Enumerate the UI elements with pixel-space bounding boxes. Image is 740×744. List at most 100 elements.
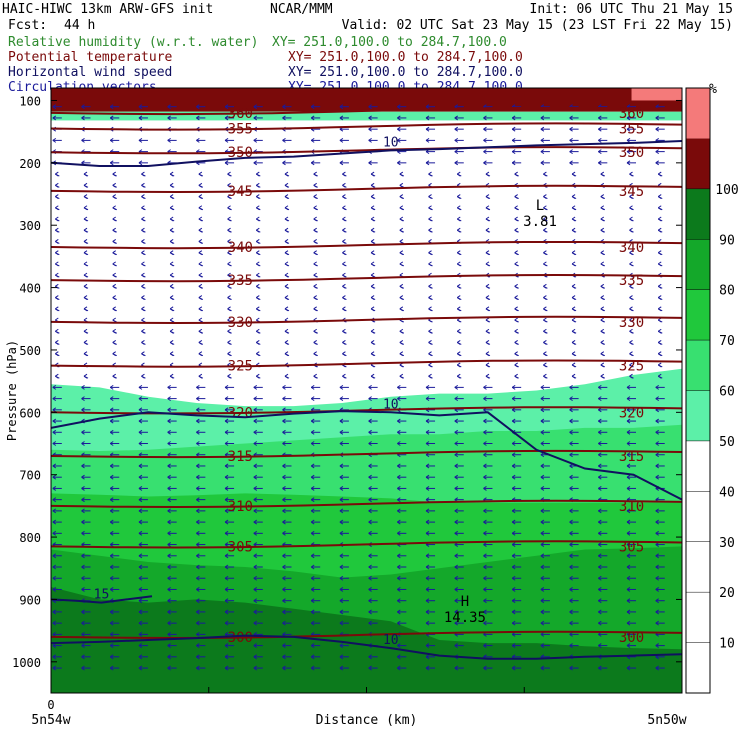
vector-head	[224, 643, 229, 649]
vector-head	[167, 530, 171, 536]
vector-head	[569, 508, 573, 514]
vector-head	[83, 171, 88, 177]
vector-head	[600, 171, 605, 177]
vector-head	[485, 250, 490, 256]
vector-head	[397, 508, 401, 514]
vector-head	[483, 137, 487, 143]
vector-head	[253, 553, 258, 559]
vector-head	[138, 598, 143, 604]
vector-head	[626, 519, 631, 525]
vector-head	[342, 306, 346, 312]
vector-head	[368, 587, 372, 592]
vector-head	[454, 149, 459, 155]
vector-head	[55, 272, 59, 278]
vector-head	[112, 216, 117, 222]
vector-head	[313, 171, 317, 177]
vector-head	[543, 283, 547, 289]
vector-head	[629, 306, 633, 312]
vector-head	[198, 227, 203, 233]
vector-head	[342, 272, 346, 278]
vector-head	[83, 306, 88, 312]
vector-head	[339, 587, 344, 592]
vector-head	[282, 665, 286, 671]
vector-head	[109, 396, 114, 402]
vector-head	[657, 362, 662, 368]
colorbar: 10 20 30 40 50 60 70 80 90 100%	[685, 82, 739, 694]
vector-head	[167, 474, 171, 480]
vector-head	[598, 474, 602, 480]
vector-head	[339, 384, 344, 390]
vector-head	[196, 519, 200, 525]
vector-head	[456, 351, 461, 357]
vector-head	[511, 598, 516, 604]
vector-head	[425, 564, 430, 570]
vector-head	[483, 115, 487, 121]
vector-head	[483, 441, 487, 446]
vector-head	[399, 227, 404, 233]
vector-head	[511, 542, 516, 547]
y-tick-label: 400	[19, 282, 41, 296]
vector-head	[540, 564, 545, 570]
vector-head	[310, 643, 315, 649]
vector-head	[109, 587, 114, 592]
vector-head	[167, 463, 171, 469]
vector-head	[256, 216, 260, 222]
vector-head	[540, 418, 545, 424]
vector-head	[81, 587, 85, 592]
vector-head	[52, 497, 57, 503]
vector-head	[428, 283, 432, 289]
vector-head	[284, 216, 289, 222]
vector-head	[397, 429, 401, 435]
vector-head	[511, 160, 516, 166]
vector-head	[454, 160, 459, 166]
vector-head	[598, 564, 602, 570]
vector-head	[428, 328, 432, 334]
vector-head	[253, 665, 258, 671]
vector-head	[284, 283, 289, 289]
vector-head	[655, 396, 660, 402]
vector-head	[167, 598, 171, 604]
rh-band-110	[631, 88, 682, 101]
vector-head	[600, 283, 605, 289]
vector-head	[167, 654, 171, 660]
vector-head	[167, 620, 171, 626]
vector-head	[253, 654, 258, 660]
vector-head	[543, 194, 547, 199]
vector-head	[657, 250, 662, 256]
vector-head	[310, 418, 315, 424]
vector-head	[284, 351, 289, 357]
header: HAIC-HIWC 13km ARW-GFS init NCAR/MMM Ini…	[2, 2, 733, 33]
vector-head	[540, 149, 545, 155]
vector-head	[109, 474, 114, 480]
vector-head	[571, 227, 576, 233]
vector-head	[224, 519, 229, 525]
vector-head	[253, 530, 258, 536]
vector-head	[399, 261, 404, 267]
vector-head	[598, 429, 602, 435]
vector-head	[514, 227, 518, 233]
vector-head	[55, 328, 59, 334]
vector-head	[511, 564, 516, 570]
vector-head	[397, 643, 401, 649]
vector-head	[657, 306, 662, 312]
vector-head	[198, 351, 203, 357]
vector-head	[657, 216, 662, 222]
vector-head	[428, 295, 432, 300]
vector-head	[454, 598, 459, 604]
colorbar-unit: %	[709, 82, 717, 97]
vector-head	[511, 609, 516, 615]
marker-value: 14.35	[444, 610, 486, 626]
vector-head	[55, 239, 59, 244]
vector-head	[425, 418, 430, 424]
colorbar-band	[686, 239, 710, 290]
colorbar-tick-label: 80	[719, 284, 735, 299]
vector-head	[167, 441, 171, 446]
vector-head	[253, 137, 258, 143]
vector-head	[485, 205, 490, 211]
vector-head	[167, 587, 171, 592]
vector-head	[141, 295, 145, 300]
vector-head	[284, 295, 289, 300]
vector-head	[253, 115, 258, 121]
vector-head	[339, 609, 344, 615]
vector-head	[454, 115, 459, 121]
